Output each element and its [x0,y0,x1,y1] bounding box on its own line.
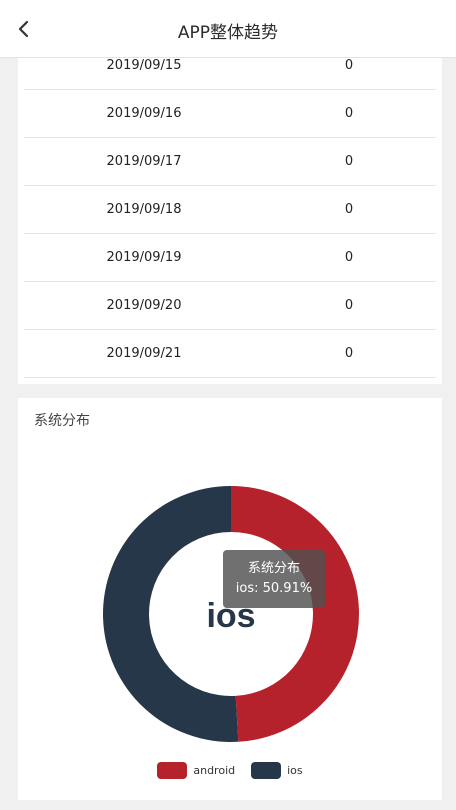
row-date: 2019/09/19 [106,250,182,265]
chart-card-heading: 系统分布 [34,413,90,429]
chart-tooltip: 系统分布 ios: 50.91% [223,550,325,608]
top-bar: APP整体趋势 [0,0,456,58]
pie-slice-ios[interactable] [102,486,239,742]
row-value: 0 [344,298,354,313]
table-row: 2019/09/19 0 [24,234,436,282]
row-value: 0 [344,346,354,361]
row-value: 0 [344,106,354,121]
chevron-left-icon [18,20,29,38]
row-value: 0 [344,154,354,169]
chart-legend: android ios [18,760,442,780]
row-date: 2019/09/20 [106,298,182,313]
table-row: 2019/09/16 0 [24,90,436,138]
table-row: 2019/09/17 0 [24,138,436,186]
legend-swatch-android [157,761,188,779]
row-value: 0 [344,250,354,265]
table-row: 2019/09/15 0 [24,58,436,90]
row-value: 0 [344,58,354,73]
legend-item-android[interactable]: android [157,761,236,779]
tooltip-title: 系统分布 [247,561,300,576]
row-date: 2019/09/18 [106,202,182,217]
row-date: 2019/09/17 [106,154,182,169]
row-value: 0 [344,202,354,217]
legend-label-ios: ios [287,763,303,777]
tooltip-text: ios: 50.91% [235,581,313,596]
row-date: 2019/09/15 [106,58,182,73]
system-distribution-card: 系统分布 ios 系统分布 ios: 50.91% android ios [18,398,442,800]
pie-slice-android[interactable] [231,486,359,742]
legend-item-ios[interactable]: ios [251,761,303,779]
table-row: 2019/09/18 0 [24,186,436,234]
row-date: 2019/09/16 [106,106,182,121]
daily-data-table: 2019/09/15 0 2019/09/16 0 2019/09/17 0 2… [18,58,442,384]
page-title: APP整体趋势 [177,23,279,43]
row-date: 2019/09/21 [106,346,182,361]
back-button[interactable] [12,17,36,41]
legend-label-android: android [193,763,236,777]
legend-swatch-ios [251,761,282,779]
table-row: 2019/09/20 0 [24,282,436,330]
table-row: 2019/09/21 0 [24,330,436,378]
